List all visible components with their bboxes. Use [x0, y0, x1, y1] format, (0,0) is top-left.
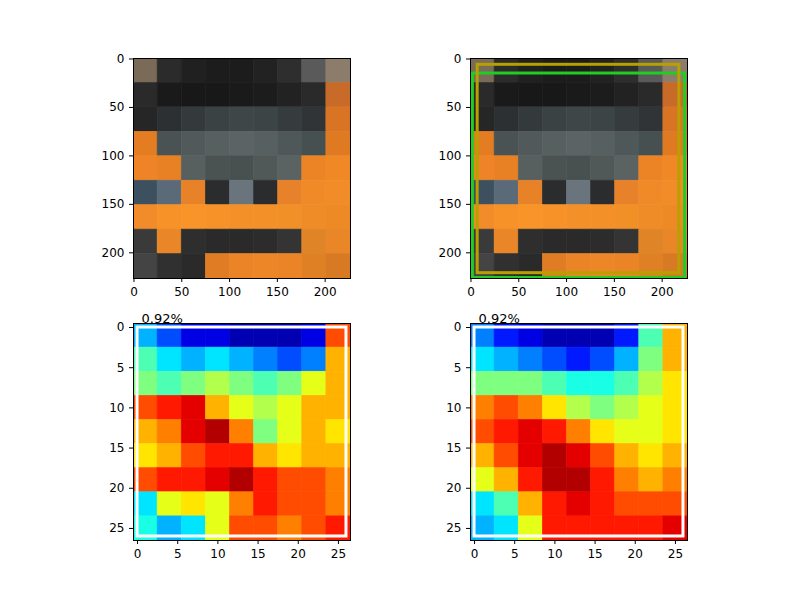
svg-text:10: 10 [446, 401, 461, 415]
svg-text:0.92%: 0.92% [142, 311, 183, 326]
svg-text:15: 15 [446, 441, 461, 455]
svg-text:200: 200 [314, 285, 337, 299]
svg-text:15: 15 [587, 547, 602, 561]
svg-text:100: 100 [439, 149, 462, 163]
svg-text:20: 20 [628, 547, 643, 561]
svg-text:10: 10 [109, 401, 124, 415]
svg-text:5: 5 [117, 361, 125, 375]
svg-text:0: 0 [130, 285, 138, 299]
svg-text:25: 25 [446, 521, 461, 535]
svg-text:5: 5 [511, 547, 519, 561]
svg-text:100: 100 [218, 285, 241, 299]
svg-text:0: 0 [454, 52, 462, 66]
svg-text:5: 5 [454, 361, 462, 375]
svg-text:0: 0 [117, 320, 125, 334]
svg-text:200: 200 [439, 246, 462, 260]
svg-text:0: 0 [454, 320, 462, 334]
svg-text:200: 200 [651, 285, 674, 299]
svg-text:100: 100 [555, 285, 578, 299]
svg-text:20: 20 [446, 481, 461, 495]
svg-text:0.92%: 0.92% [479, 311, 520, 326]
svg-text:10: 10 [547, 547, 562, 561]
svg-text:0: 0 [134, 547, 142, 561]
svg-text:50: 50 [446, 100, 461, 114]
svg-text:150: 150 [603, 285, 626, 299]
svg-text:150: 150 [102, 197, 125, 211]
svg-text:50: 50 [109, 100, 124, 114]
svg-text:25: 25 [331, 547, 346, 561]
svg-text:100: 100 [102, 149, 125, 163]
svg-text:0: 0 [117, 52, 125, 66]
svg-text:20: 20 [291, 547, 306, 561]
svg-text:200: 200 [102, 246, 125, 260]
svg-text:20: 20 [109, 481, 124, 495]
svg-text:150: 150 [266, 285, 289, 299]
svg-text:150: 150 [439, 197, 462, 211]
svg-text:25: 25 [668, 547, 683, 561]
svg-text:25: 25 [109, 521, 124, 535]
svg-text:15: 15 [109, 441, 124, 455]
svg-text:50: 50 [174, 285, 189, 299]
svg-text:50: 50 [511, 285, 526, 299]
svg-text:0: 0 [471, 547, 479, 561]
svg-text:5: 5 [174, 547, 182, 561]
svg-text:15: 15 [250, 547, 265, 561]
svg-text:0: 0 [467, 285, 475, 299]
svg-text:10: 10 [210, 547, 225, 561]
